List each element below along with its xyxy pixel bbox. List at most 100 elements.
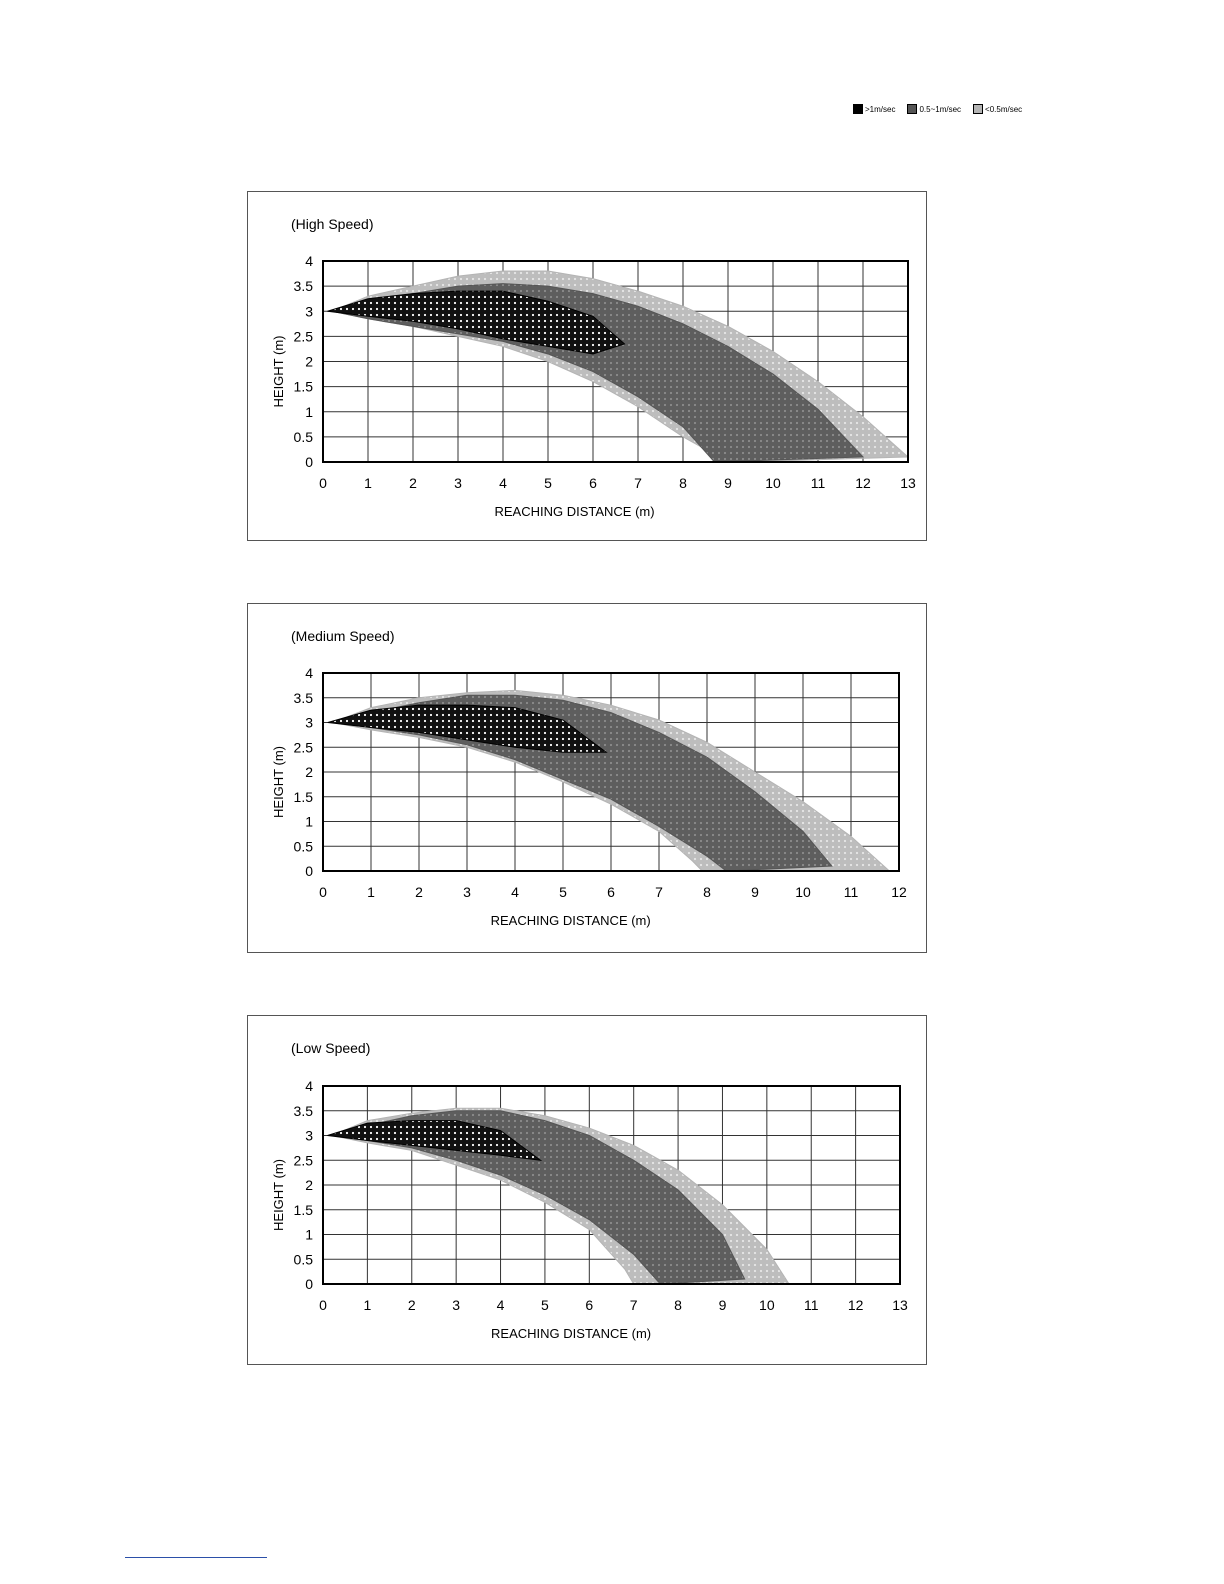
x-tick-label: 10: [795, 884, 811, 900]
x-tick-label: 1: [363, 1297, 371, 1313]
series-area-2: [327, 1120, 543, 1161]
series-area-1: [331, 1110, 746, 1284]
x-tick-label: 13: [892, 1297, 908, 1313]
x-tick-label: 7: [630, 1297, 638, 1313]
x-tick-label: 2: [409, 475, 417, 491]
y-tick-label: 2: [305, 1177, 313, 1193]
x-tick-label: 5: [544, 475, 552, 491]
series-area-2: [327, 704, 608, 753]
y-tick-label: 1: [305, 1227, 313, 1243]
x-tick-label: 1: [364, 475, 372, 491]
chart-title: (Low Speed): [291, 1040, 370, 1056]
x-tick-label: 1: [367, 884, 375, 900]
y-axis-label: HEIGHT (m): [271, 336, 286, 408]
x-tick-label: 10: [765, 475, 781, 491]
x-tick-label: 4: [497, 1297, 505, 1313]
plot-border: [322, 1085, 901, 1285]
x-tick-label: 3: [454, 475, 462, 491]
y-tick-label: 0.5: [294, 429, 314, 445]
y-tick-label: 1.5: [294, 1202, 314, 1218]
y-tick-label: 0: [305, 454, 313, 470]
x-tick-label: 6: [607, 884, 615, 900]
x-tick-label: 12: [855, 475, 871, 491]
legend-swatch-fast: [853, 104, 863, 114]
y-tick-label: 2: [305, 354, 313, 370]
y-tick-label: 1: [305, 404, 313, 420]
plot-border: [322, 260, 909, 463]
x-tick-label: 7: [655, 884, 663, 900]
x-tick-label: 5: [559, 884, 567, 900]
y-axis-label: HEIGHT (m): [271, 746, 286, 818]
legend-label-medium: 0.5~1m/sec: [919, 104, 962, 114]
x-tick-label: 11: [804, 1297, 819, 1313]
x-tick-label: 6: [589, 475, 597, 491]
y-tick-label: 1: [305, 814, 313, 830]
y-tick-label: 3.5: [294, 278, 314, 294]
x-tick-label: 8: [703, 884, 711, 900]
legend-label-slow: <0.5m/sec: [985, 104, 1023, 114]
x-tick-label: 13: [900, 475, 916, 491]
y-tick-label: 3: [305, 303, 313, 319]
series-area-2: [327, 290, 626, 355]
legend-swatch-slow: [973, 104, 984, 114]
x-tick-label: 5: [541, 1297, 549, 1313]
y-tick-label: 4: [305, 665, 313, 681]
chart-high-speed: (High Speed)0 1 2 3 4 5 6 7 8 9 10 11 12 1300.511.522…: [271, 216, 916, 519]
legend: >1m/sec 0.5~1m/sec <0.5m/sec: [853, 104, 1022, 114]
y-tick-label: 4: [305, 253, 313, 269]
y-tick-label: 0: [305, 1276, 313, 1292]
y-tick-label: 3.5: [294, 1103, 314, 1119]
x-tick-label: 6: [585, 1297, 593, 1313]
x-tick-label: 4: [511, 884, 519, 900]
x-tick-label: 3: [452, 1297, 460, 1313]
x-tick-label: 8: [679, 475, 687, 491]
x-axis-label: REACHING DISTANCE (m): [491, 913, 651, 928]
plot-border: [322, 672, 900, 872]
x-tick-label: 3: [463, 884, 471, 900]
x-axis-label: REACHING DISTANCE (m): [494, 504, 654, 519]
x-tick-label: 8: [674, 1297, 682, 1313]
y-tick-label: 2: [305, 764, 313, 780]
x-tick-label: 4: [499, 475, 507, 491]
x-tick-label: 0: [319, 884, 327, 900]
x-tick-label: 2: [415, 884, 423, 900]
series-area-1: [332, 694, 833, 871]
x-tick-label: 12: [848, 1297, 864, 1313]
legend-swatch-medium: [907, 104, 918, 114]
series-group: [327, 689, 891, 871]
chart-title: (High Speed): [291, 216, 374, 232]
y-tick-label: 1.5: [294, 789, 314, 805]
legend-item-fast: >1m/sec: [853, 104, 895, 114]
x-tick-label: 10: [759, 1297, 775, 1313]
y-tick-label: 1.5: [294, 379, 314, 395]
x-tick-label: 11: [844, 884, 859, 900]
y-tick-label: 0: [305, 863, 313, 879]
x-tick-label: 0: [319, 1297, 327, 1313]
chart-panel-low-speed: (Low Speed) 0 1 2 3 4 5 6 7 8 9 10 11 12 13 0 0.5 1 1.5 2 2.…: [247, 1015, 927, 1365]
y-tick-label: 2.5: [294, 328, 314, 344]
x-axis-label: REACHING DISTANCE (m): [491, 1326, 651, 1341]
y-tick-label: 3: [305, 1128, 313, 1144]
x-tick-label: 9: [724, 475, 732, 491]
y-tick-label: 3: [305, 715, 313, 731]
grid: [322, 672, 900, 872]
x-tick-label: 12: [891, 884, 907, 900]
x-tick-label: 9: [719, 1297, 727, 1313]
x-tick-label: 0: [319, 475, 327, 491]
series-group: [327, 1107, 790, 1284]
chart-title: (Medium Speed): [291, 628, 395, 644]
chart-panel-high-speed: (High Speed) 0 1 2 3 4 5 6 7 8 9 10 11 12 13 0 0.5 1 1.5 2 2…: [247, 191, 927, 541]
x-tick-label: 2: [408, 1297, 416, 1313]
chart-low-speed: (Low Speed)0 1 2 3 4 5 6 7 8 9 10 11 12 1300.511.522.…: [271, 1040, 908, 1341]
y-axis-label: HEIGHT (m): [271, 1159, 286, 1231]
y-tick-label: 4: [305, 1078, 313, 1094]
chart-medium-speed: (Medium Speed)0 1 2 3 4 5 6 7 8 9 10 11 1200.511.522…: [271, 628, 907, 928]
y-tick-label: 2.5: [294, 739, 314, 755]
y-tick-label: 2.5: [294, 1152, 314, 1168]
x-tick-label: 7: [634, 475, 642, 491]
legend-label-fast: >1m/sec: [865, 104, 896, 114]
legend-item-slow: <0.5m/sec: [973, 104, 1022, 114]
footer-rule: [125, 1557, 267, 1558]
y-tick-label: 0.5: [294, 1251, 314, 1267]
legend-item-medium: 0.5~1m/sec: [907, 104, 961, 114]
